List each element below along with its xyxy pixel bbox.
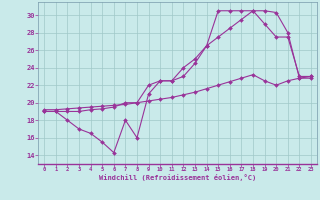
X-axis label: Windchill (Refroidissement éolien,°C): Windchill (Refroidissement éolien,°C) bbox=[99, 174, 256, 181]
